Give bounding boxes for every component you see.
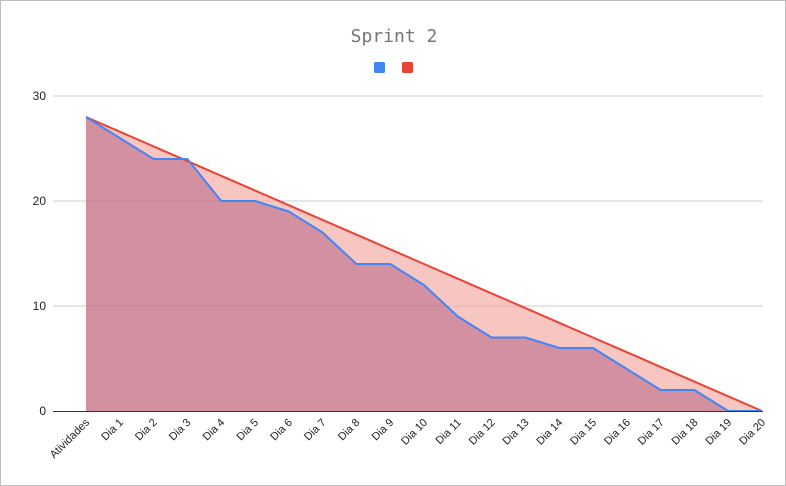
x-tick-label: Dia 4 [201,417,228,444]
x-tick-label: Dia 3 [167,417,194,444]
x-tick-label: Dia 2 [133,417,160,444]
x-axis-ticks: Atividades Dia 1 Dia 2 Dia 3 Dia 4 Dia 5 Dia 6… [48,416,768,461]
x-tick-label: Dia 17 [636,417,667,448]
x-tick-label: Dia 18 [670,417,701,448]
y-tick-label: 10 [33,299,47,313]
x-tick-label: Dia 1 [99,417,126,444]
x-tick-label: Dia 13 [501,417,532,448]
x-tick-label: Dia 6 [268,417,295,444]
x-tick-label: Dia 14 [534,417,565,448]
x-tick-label: Dia 12 [467,417,498,448]
x-tick-label: Dia 8 [336,417,363,444]
series-area [86,117,762,411]
y-tick-label: 0 [39,404,46,418]
x-tick-label: Atividades [48,416,93,461]
chart-title: Sprint 2 [351,26,438,47]
series-line [85,116,763,412]
x-tick-label: Dia 19 [703,417,734,448]
series-line [85,116,762,412]
legend-swatch [374,62,385,73]
legend [374,62,413,73]
x-tick-label: Dia 5 [234,417,261,444]
y-axis-ticks: 0 10 20 30 [33,89,47,418]
legend-swatch [402,62,413,73]
x-tick-label: Dia 9 [370,417,397,444]
x-tick-label: Dia 7 [302,417,329,444]
x-tick-label: Dia 16 [602,417,633,448]
x-tick-label: Dia 20 [737,417,768,448]
series-lines [85,116,763,412]
y-tick-label: 30 [33,89,47,103]
x-tick-label: Dia 11 [434,417,464,447]
x-tick-label: Dia 15 [568,417,599,448]
x-tick-label: Dia 10 [399,417,430,448]
y-tick-label: 20 [33,194,47,208]
